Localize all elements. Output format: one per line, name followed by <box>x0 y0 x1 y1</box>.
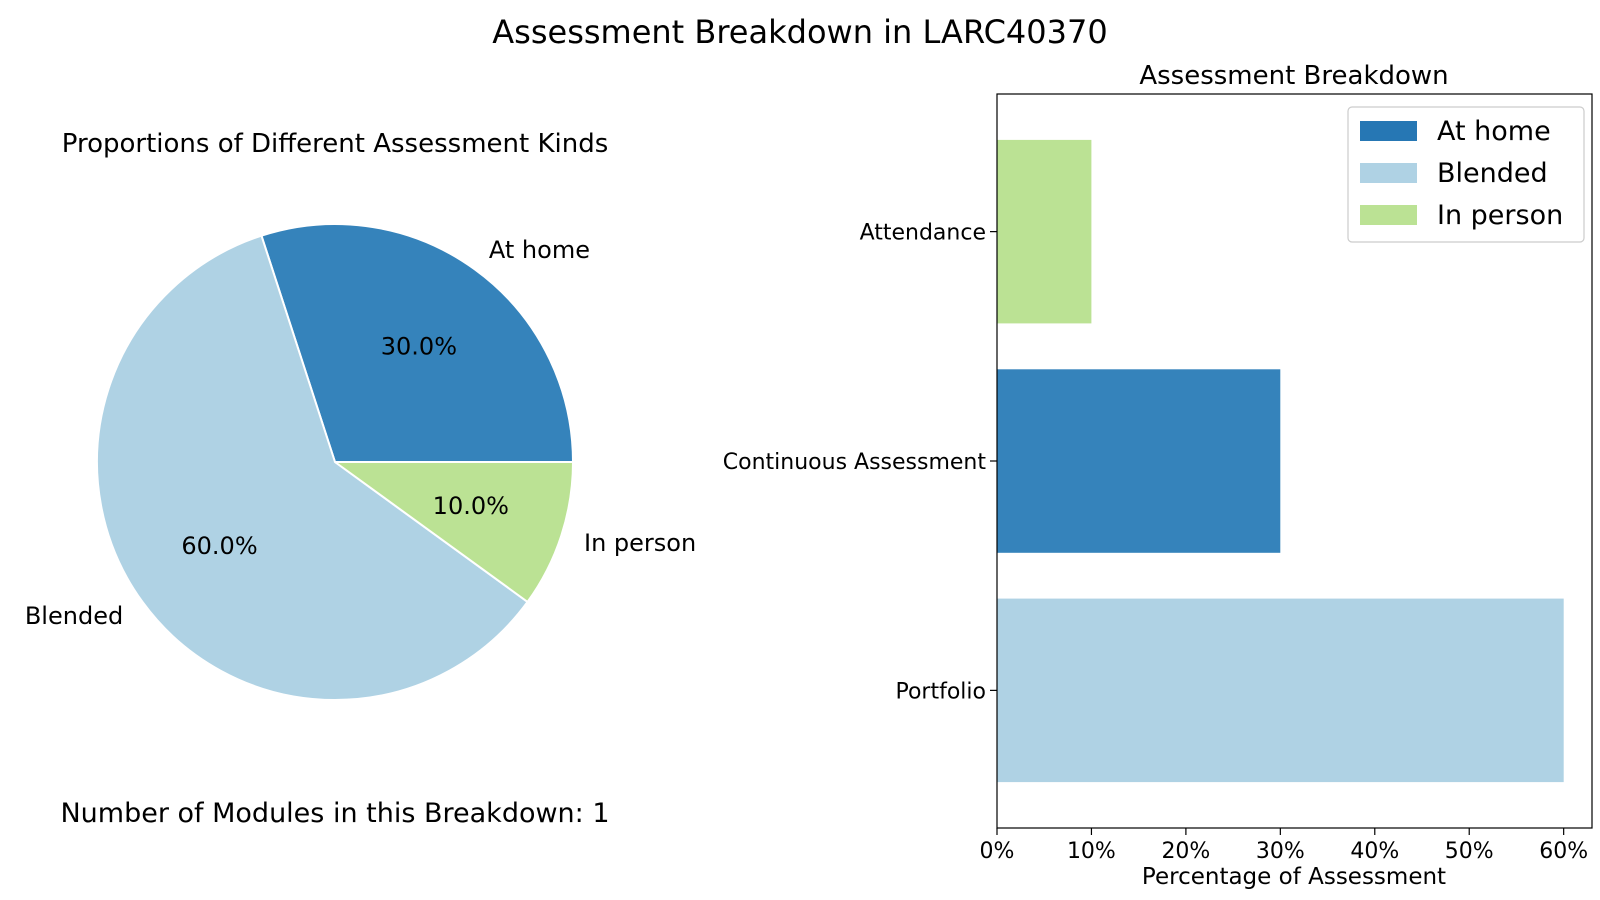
legend-label-blended: Blended <box>1437 158 1548 189</box>
pie-slice-blended <box>96 234 529 701</box>
pie-pct-label-at-home: 30.0% <box>381 333 457 361</box>
x-tick-label: 10% <box>1067 839 1116 864</box>
pie-label-blended: Blended <box>25 602 123 630</box>
x-tick-label: 20% <box>1161 839 1210 864</box>
x-tick-label: 0% <box>980 839 1015 864</box>
bar-chart-title: Assessment Breakdown <box>1139 61 1448 91</box>
pie-pct-label-in-person: 10.0% <box>433 492 509 520</box>
legend-swatch-at-home <box>1360 121 1417 141</box>
y-tick-label-portfolio: Portfolio <box>895 679 986 704</box>
bar-chart-plot <box>997 139 1564 783</box>
bar-chart-y-axis: Attendance Continuous Assessment Portfolio <box>723 221 997 704</box>
pie-chart-title: Proportions of Different Assessment Kind… <box>62 129 609 159</box>
x-axis-label: Percentage of Assessment <box>1142 864 1446 890</box>
pie-chart: At home 30.0% Blended 60.0% In person 10.0% <box>25 223 696 701</box>
bar-attendance <box>997 139 1092 324</box>
legend-label-at-home: At home <box>1437 116 1551 147</box>
pie-slice-at-home <box>260 223 574 463</box>
y-tick-label-continuous-assessment: Continuous Assessment <box>723 450 987 475</box>
bar-chart-x-axis: 0% 10% 20% 30% 40% 50% 60% <box>980 828 1588 864</box>
bar-portfolio <box>997 598 1564 783</box>
x-tick-label: 40% <box>1350 839 1399 864</box>
bar-continuous-assessment <box>997 369 1281 553</box>
x-tick-label: 60% <box>1539 839 1588 864</box>
bar-chart-frame <box>996 93 1593 829</box>
legend: At home Blended In person <box>1347 106 1585 243</box>
legend-swatch-in-person <box>1360 205 1417 225</box>
x-tick-label: 30% <box>1256 839 1305 864</box>
legend-swatch-blended <box>1360 163 1417 183</box>
pie-label-in-person: In person <box>584 529 696 557</box>
pie-slice-in-person <box>334 461 574 603</box>
modules-count-text: Number of Modules in this Breakdown: 1 <box>60 798 609 829</box>
legend-label-in-person: In person <box>1437 200 1563 231</box>
figure-title: Assessment Breakdown in LARC40370 <box>492 13 1107 51</box>
pie-label-at-home: At home <box>489 236 590 264</box>
y-tick-label-attendance: Attendance <box>860 221 986 246</box>
pie-pct-label-blended: 60.0% <box>181 532 257 560</box>
x-tick-label: 50% <box>1445 839 1494 864</box>
